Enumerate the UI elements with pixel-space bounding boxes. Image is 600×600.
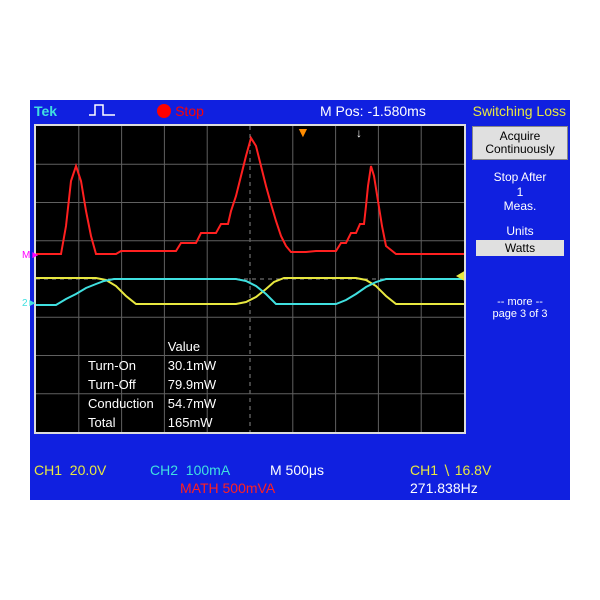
trigger-arrow-icon: ↓	[356, 126, 362, 140]
math-marker: M►	[22, 250, 40, 261]
side-panel: Acquire Continuously Stop After 1 Meas. …	[470, 122, 570, 462]
frequency: 271.838Hz	[410, 480, 478, 496]
brand-logo: Tek	[30, 103, 57, 119]
acquire-button[interactable]: Acquire Continuously	[472, 126, 568, 160]
waveform-plot: ▼ ↓ Value Turn-On30.1mW Turn-Off79.9mW C…	[34, 124, 466, 434]
plot-area: ▼ ↓ Value Turn-On30.1mW Turn-Off79.9mW C…	[30, 122, 470, 462]
trigger-t-marker: ▼	[296, 124, 310, 140]
bottom-bar: CH1 20.0V CH2 100mA M 500μs CH1 ∖ 16.8V …	[30, 462, 570, 500]
trigger-level-marker	[456, 270, 466, 282]
ch1-scale: CH1 20.0V	[34, 462, 106, 478]
units-label: Units	[470, 224, 570, 238]
meas-row: Turn-On30.1mW	[88, 357, 228, 374]
timebase: M 500μs	[270, 462, 324, 478]
stop-after-label: Stop After 1 Meas.	[470, 170, 570, 213]
trigger-readout: CH1 ∖ 16.8V	[410, 462, 491, 479]
more-pages[interactable]: -- more -- page 3 of 3	[470, 296, 570, 320]
m-position: M Pos: -1.580ms	[320, 103, 426, 119]
units-value[interactable]: Watts	[476, 240, 564, 256]
oscilloscope-screen: Tek Stop M Pos: -1.580ms Switching Loss	[30, 100, 570, 500]
stop-icon	[157, 104, 171, 118]
ch2-marker: 2►	[22, 298, 37, 309]
top-bar: Tek Stop M Pos: -1.580ms Switching Loss	[30, 100, 570, 122]
meas-row: Conduction54.7mW	[88, 395, 228, 412]
waveform-math	[36, 138, 464, 254]
ch2-scale: CH2 100mA	[150, 462, 230, 478]
meas-row: Total165mW	[88, 414, 228, 431]
measurements-box: Value Turn-On30.1mW Turn-Off79.9mW Condu…	[86, 336, 230, 433]
math-scale: MATH 500mVA	[180, 480, 275, 496]
meas-row: Turn-Off79.9mW	[88, 376, 228, 393]
main-area: ▼ ↓ Value Turn-On30.1mW Turn-Off79.9mW C…	[30, 122, 570, 462]
pulse-icon	[87, 103, 117, 120]
run-status: Stop	[175, 103, 204, 119]
mode-label: Switching Loss	[473, 103, 566, 119]
